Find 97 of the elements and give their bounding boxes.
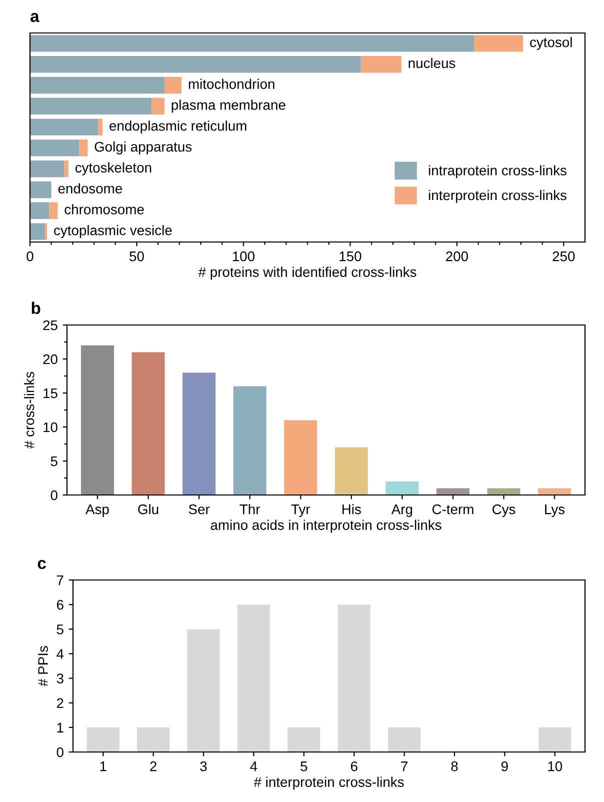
x-tick-label: 4 [250, 762, 258, 772]
y-tick-label: 10 [44, 422, 58, 432]
bar [474, 35, 524, 52]
bar [30, 76, 164, 94]
chart-title: c [38, 560, 46, 570]
y-axis-title: # cross-links [24, 372, 34, 449]
y-tick-label: 2 [56, 698, 64, 708]
y-tick-label: 5 [50, 456, 58, 466]
y-tick-label: 7 [56, 575, 64, 586]
bar [538, 727, 572, 752]
x-tick-label: 50 [130, 251, 144, 262]
bar [49, 202, 58, 220]
x-tick-label: Tyr [291, 504, 310, 517]
x-tick-label: 3 [200, 761, 207, 772]
y-tick-label: 4 [56, 649, 64, 659]
y-tick-label: 3 [56, 674, 64, 684]
y-tick-label: 0 [50, 490, 58, 500]
bar [538, 488, 572, 495]
bar [30, 35, 474, 52]
bar [86, 727, 120, 752]
x-tick-label: Cys [492, 504, 516, 517]
bar [30, 223, 45, 240]
x-tick-label: 10 [548, 761, 562, 772]
category-label: cytosol [530, 36, 572, 50]
category-label: plasma membrane [172, 100, 286, 113]
category-label: mitochondrion [188, 78, 274, 89]
x-tick-label: 250 [552, 251, 575, 262]
x-tick-label: Thr [240, 504, 260, 514]
x-tick-label: 6 [350, 761, 358, 772]
x-tick-label: 150 [340, 251, 362, 262]
category-label: chromosome [64, 204, 144, 214]
bar [360, 56, 402, 73]
x-tick-label: C-term [432, 504, 474, 514]
y-tick-label: 25 [43, 320, 58, 330]
x-tick-label: Ser [188, 504, 210, 514]
category-label: cytoplasmic vesicle [54, 225, 172, 238]
y-tick-label: 0 [56, 747, 64, 758]
bar [80, 345, 114, 495]
y-tick-label: 5 [56, 624, 64, 634]
bar [137, 727, 170, 752]
bar [30, 118, 98, 136]
x-axis-title: # interprotein cross-links [254, 776, 404, 790]
bar [44, 223, 48, 240]
x-tick-label: 0 [26, 251, 34, 262]
bar [386, 481, 419, 495]
y-tick-label: 6 [56, 600, 64, 610]
x-tick-label: His [342, 504, 361, 514]
category-label: endosome [58, 183, 122, 194]
bar [30, 202, 50, 220]
y-tick-label: 15 [44, 388, 58, 398]
category-label: nucleus [408, 58, 456, 68]
chart-title: a [30, 12, 40, 22]
bar [30, 160, 64, 178]
bar [79, 140, 88, 156]
bar [487, 488, 520, 495]
bar [187, 629, 220, 752]
y-tick-label: 1 [57, 722, 64, 732]
category-label: endoplasmic reticulum [110, 120, 246, 134]
bar [30, 98, 152, 115]
category-label: cytoskeleton [75, 162, 152, 176]
x-tick-label: 200 [446, 251, 468, 262]
bar [284, 420, 318, 495]
x-tick-label: 100 [232, 251, 255, 262]
x-tick-label: 1 [100, 762, 106, 772]
legend-label: interprotein cross-links [428, 190, 566, 203]
bar [64, 160, 68, 178]
bar [152, 98, 164, 115]
x-tick-label: 9 [501, 761, 508, 772]
legend-label: intraprotein cross-links [428, 165, 566, 178]
bar [182, 372, 216, 495]
bar [436, 488, 470, 495]
x-tick-label: Asp [86, 504, 109, 517]
x-tick-label: Arg [391, 504, 412, 517]
category-label: Golgi apparatus [94, 141, 192, 154]
bar [30, 56, 361, 73]
bar [288, 727, 320, 752]
x-tick-label: 8 [451, 761, 458, 772]
x-tick-label: 7 [401, 762, 408, 772]
x-tick-label: Glu [138, 504, 158, 514]
bar [237, 604, 270, 752]
x-axis-title: amino acids in interprotein cross-links [210, 520, 442, 533]
bar [233, 386, 266, 495]
x-tick-label: Lys [545, 504, 565, 517]
y-axis-title: # PPIs [38, 646, 48, 686]
y-tick-label: 20 [43, 354, 58, 364]
bar [388, 727, 421, 752]
bar [30, 140, 80, 156]
bar [334, 447, 368, 495]
x-axis-title: # proteins with identified cross-links [198, 266, 416, 280]
bar [338, 604, 370, 752]
x-tick-label: 5 [300, 762, 308, 772]
chart-title: b [32, 302, 40, 314]
bar [30, 181, 52, 198]
bar [132, 352, 165, 495]
x-tick-label: 2 [150, 761, 156, 772]
bar [98, 118, 103, 136]
bar [164, 76, 182, 94]
